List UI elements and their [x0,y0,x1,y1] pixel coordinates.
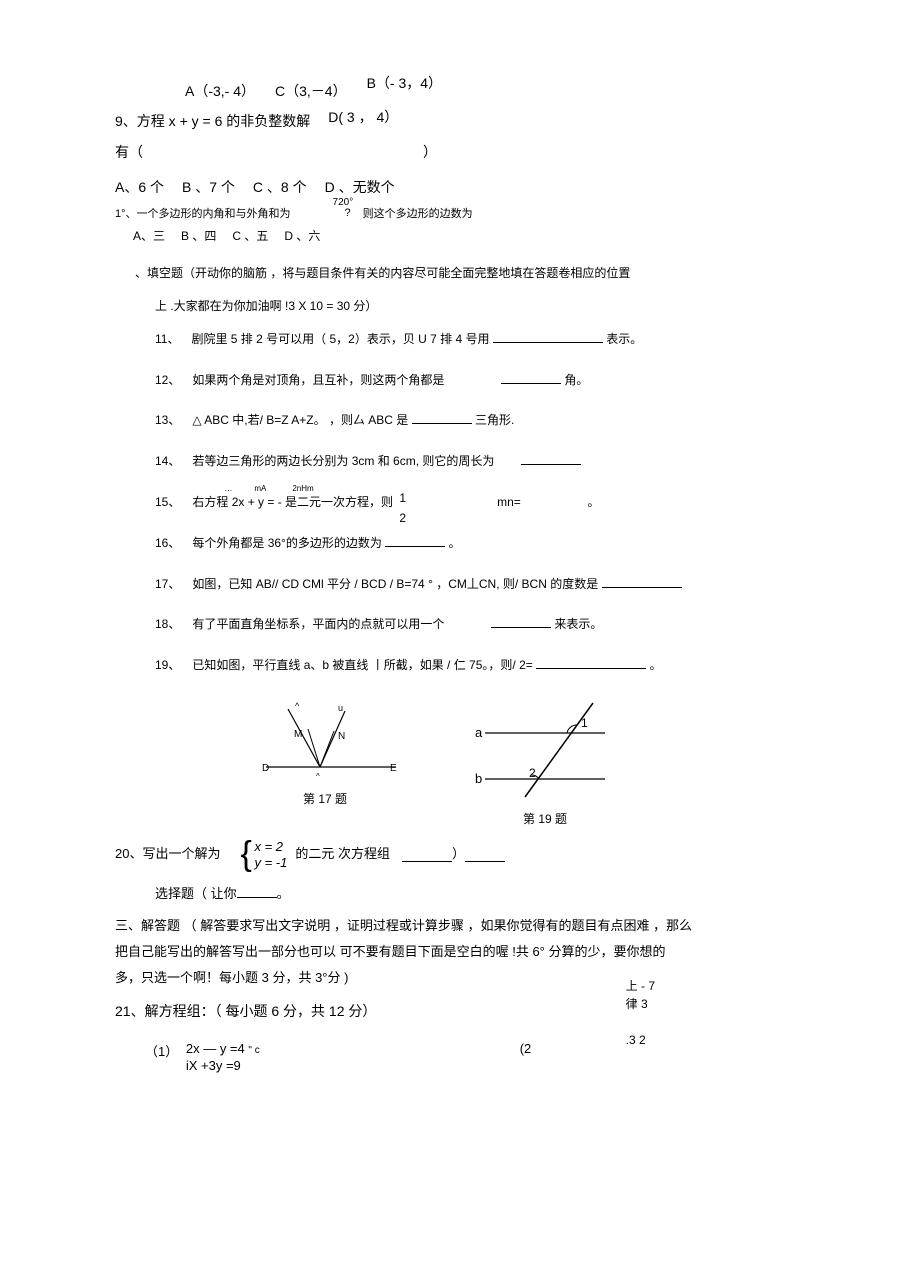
section-3: 三、解答题 （ 解答要求写出文字说明 ，证明过程或计算步骤 ，如果你觉得有的题目… [115,913,805,991]
figure-19: a b 1 2 第 19 题 [435,697,655,827]
q11: 11、 剧院里 5 排 2 号可以用（ 5，2）表示，贝 U 7 排 4 号用 … [155,328,805,351]
svg-text:a: a [475,725,483,740]
q8-opt-c: C（3,－4） [275,80,347,102]
svg-text:^: ^ [316,772,320,781]
q10-opt-a: A、三 [133,227,165,244]
svg-text:N: N [338,731,345,742]
q20: 20、写出一个解为 { x = 2 y = -1 的二元 次方程组 ） [115,839,805,870]
q10-720: 720° [333,197,354,208]
svg-text:D: D [262,763,269,774]
q21-subs: （1） 2x — y =4 " c iX +3y =9 (2 [115,1041,805,1075]
q16: 16、 每个外角都是 36°的多边形的边数为 。 [155,532,805,555]
q15: 15、 … mA 2nHm 右方程 2x + y = - 是二元一次方程，则 1… [155,491,805,514]
q17: 17、 如图，已知 AB// CD CMl 平分 / BCD / B=74 ° … [155,573,805,596]
q19: 19、 已知如图，平行直线 a、b 被直线 丨所截，如果 / 仁 75。，则/ … [155,654,805,677]
figure-17: ^ u M N D E ^ 第 17 题 [215,697,435,827]
svg-text:^: ^ [295,701,300,711]
q9-opt-c: C 、8 个 [253,177,307,197]
q9-opt-b: B 、7 个 [182,177,235,197]
q10-opt-c: C 、五 [232,227,268,244]
q13: 13、 △ ABC 中,若/ B=Z A+Z。 ，则厶 ABC 是 三角形. [155,409,805,432]
svg-text:1: 1 [581,716,588,730]
q8-opt-a: A（-3,- 4） [185,80,255,102]
q10-opt-d: D 、六 [284,227,320,244]
q9-stem: 9、方程 x + y = 6 的非负整数解 [115,110,310,132]
q8-opt-b: B（- 3，4） [367,72,442,94]
fill-section-intro-2: 上 .大家都在为你加油啊 !3 X 10 = 30 分） [155,295,805,318]
fill-section-intro: 、填空题（开动你的脑筋 ，将与题目条件有关的内容尽可能全面完整地填在答题卷相应的… [135,262,805,285]
q21-side: 上 - 7 律 3 .3 2 [626,1001,655,1049]
q8-opt-d: D( 3 ， 4） [328,106,398,128]
q10-qmark: ? [345,207,351,219]
svg-text:u: u [338,703,343,713]
svg-text:b: b [475,771,482,786]
q21-stem: 21、解方程组：（ 每小题 6 分，共 12 分） [115,1001,805,1021]
q9-stem2: 有（ [115,141,143,163]
q9-paren: ） [423,141,437,163]
svg-text:E: E [390,763,397,774]
choice-line: 选择题（ 让你 。 [155,884,805,905]
q10-opt-b: B 、四 [181,227,216,244]
q12: 12、 如果两个角是对顶角，且互补，则这两个角都是 角。 [155,369,805,392]
svg-text:2: 2 [529,766,536,780]
q9-opt-d: D 、无数个 [325,177,395,197]
svg-text:M: M [294,729,302,740]
q10-stem: 1°、一个多边形的内角和与外角和为 [115,205,291,221]
q18: 18、 有了平面直角坐标系，平面内的点就可以用一个 来表示。 [155,613,805,636]
q9-opt-a: A、6 个 [115,177,164,197]
q10-stem2: 则这个多边形的边数为 [363,205,473,221]
q14: 14、 若等边三角形的两边长分别为 3cm 和 6cm, 则它的周长为 [155,450,805,473]
